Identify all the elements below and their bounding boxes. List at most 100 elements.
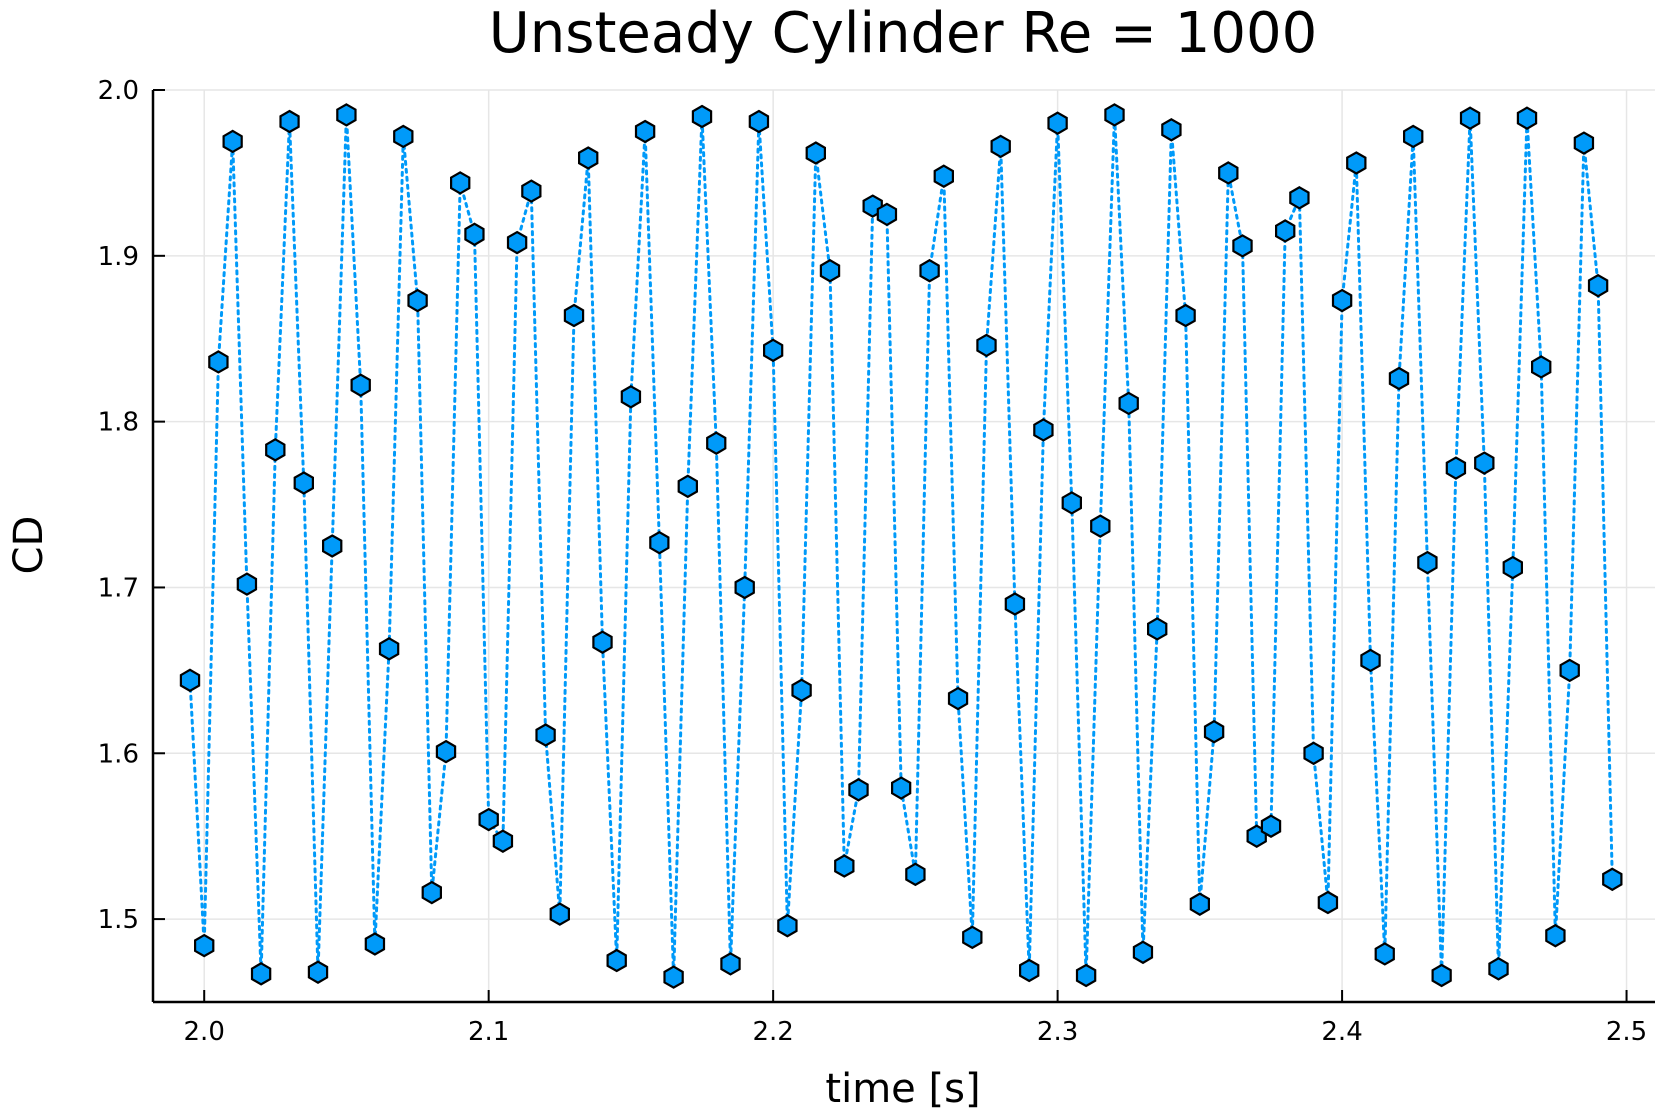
data-point (179, 668, 201, 693)
data-point (1459, 106, 1481, 130)
data-point (293, 471, 314, 495)
data-point (549, 902, 571, 926)
data-point (962, 925, 983, 950)
y-tick-label: 1.6 (98, 739, 139, 769)
data-point (734, 575, 755, 600)
data-point (620, 385, 642, 409)
axes (151, 89, 1655, 1004)
data-point (691, 104, 713, 129)
series-line (188, 114, 1614, 978)
data-point (450, 171, 471, 195)
x-axis-title: time [s] (825, 1066, 980, 1112)
data-point (506, 230, 528, 255)
y-tick-label: 1.7 (98, 573, 139, 603)
y-tick-label: 1.9 (98, 242, 139, 272)
data-point (322, 534, 343, 558)
data-point (1545, 923, 1566, 948)
data-point (1047, 111, 1068, 135)
data-point (990, 134, 1011, 159)
data-point (1118, 391, 1139, 416)
chart-title: Unsteady Cylinder Re = 1000 (489, 1, 1317, 66)
data-point (1061, 491, 1083, 515)
data-point (1474, 451, 1495, 475)
data-point (720, 952, 741, 976)
data-point (905, 862, 926, 887)
data-point (848, 778, 869, 802)
data-point (649, 530, 670, 555)
data-point (194, 933, 215, 958)
data-point (1132, 940, 1154, 965)
data-point (1602, 867, 1623, 892)
data-point (535, 723, 556, 747)
data-point (435, 739, 457, 764)
data-point (1033, 418, 1054, 442)
data-point (1346, 151, 1367, 175)
data-point (307, 960, 329, 984)
data-point (1146, 617, 1168, 641)
data-point (421, 880, 442, 905)
data-point (378, 637, 400, 661)
data-point (1303, 741, 1324, 766)
data-point (1289, 186, 1310, 210)
y-tick-label: 1.8 (98, 408, 139, 438)
data-point (1317, 890, 1339, 915)
data-point (663, 965, 684, 989)
data-point (1360, 648, 1381, 673)
data-point (1189, 892, 1211, 916)
data-point (279, 109, 300, 134)
data-point (1516, 106, 1538, 130)
data-point (1587, 273, 1609, 298)
data-point (350, 373, 371, 397)
data-point (393, 124, 414, 149)
x-tick-label: 2.2 (752, 1017, 793, 1047)
data-point (1232, 234, 1253, 258)
data-point (1175, 303, 1196, 328)
data-point (1274, 219, 1296, 243)
x-tick-label: 2.3 (1037, 1017, 1078, 1047)
data-point (876, 202, 898, 227)
data-point (1374, 942, 1395, 966)
data-point (222, 129, 243, 154)
x-tick-label: 2.5 (1606, 1017, 1647, 1047)
data-point (464, 222, 485, 247)
grid-lines (153, 89, 1655, 1002)
data-point (933, 164, 955, 188)
y-tick-label: 1.5 (98, 905, 139, 935)
x-tick-label: 2.4 (1321, 1017, 1362, 1047)
data-point (634, 119, 656, 144)
data-point (834, 854, 855, 878)
data-point (1075, 963, 1097, 988)
data-point (819, 258, 841, 283)
x-tick-label: 2.0 (184, 1017, 225, 1047)
data-point (1530, 355, 1552, 379)
data-point (890, 776, 912, 800)
data-point (577, 146, 599, 170)
data-point (748, 109, 770, 134)
tick-labels: 2.0 2.1 2.2 2.3 2.4 2.5 1.5 1.6 1.7 1.8 1.9 2.0 (98, 76, 1648, 1047)
data-point (492, 829, 514, 853)
x-tick-label: 2.1 (468, 1017, 509, 1047)
data-point (1573, 131, 1595, 155)
data-point (606, 948, 627, 973)
data-point (407, 288, 428, 313)
data-point (236, 572, 258, 596)
data-point (805, 141, 827, 165)
data-point (1218, 161, 1239, 185)
data-point (563, 303, 585, 328)
data-point (1161, 118, 1182, 142)
data-point (947, 686, 969, 711)
data-point (208, 350, 229, 374)
data-point (677, 474, 699, 499)
data-point (521, 179, 542, 203)
data-point (777, 913, 798, 938)
data-point (592, 630, 613, 654)
data-point (1260, 814, 1282, 838)
data-point (364, 932, 386, 956)
data-point (1018, 958, 1040, 983)
y-axis-title: CD (6, 516, 52, 575)
data-point (1431, 963, 1452, 988)
data-point (1331, 288, 1353, 313)
data-point (478, 807, 499, 832)
data-point (250, 962, 272, 986)
